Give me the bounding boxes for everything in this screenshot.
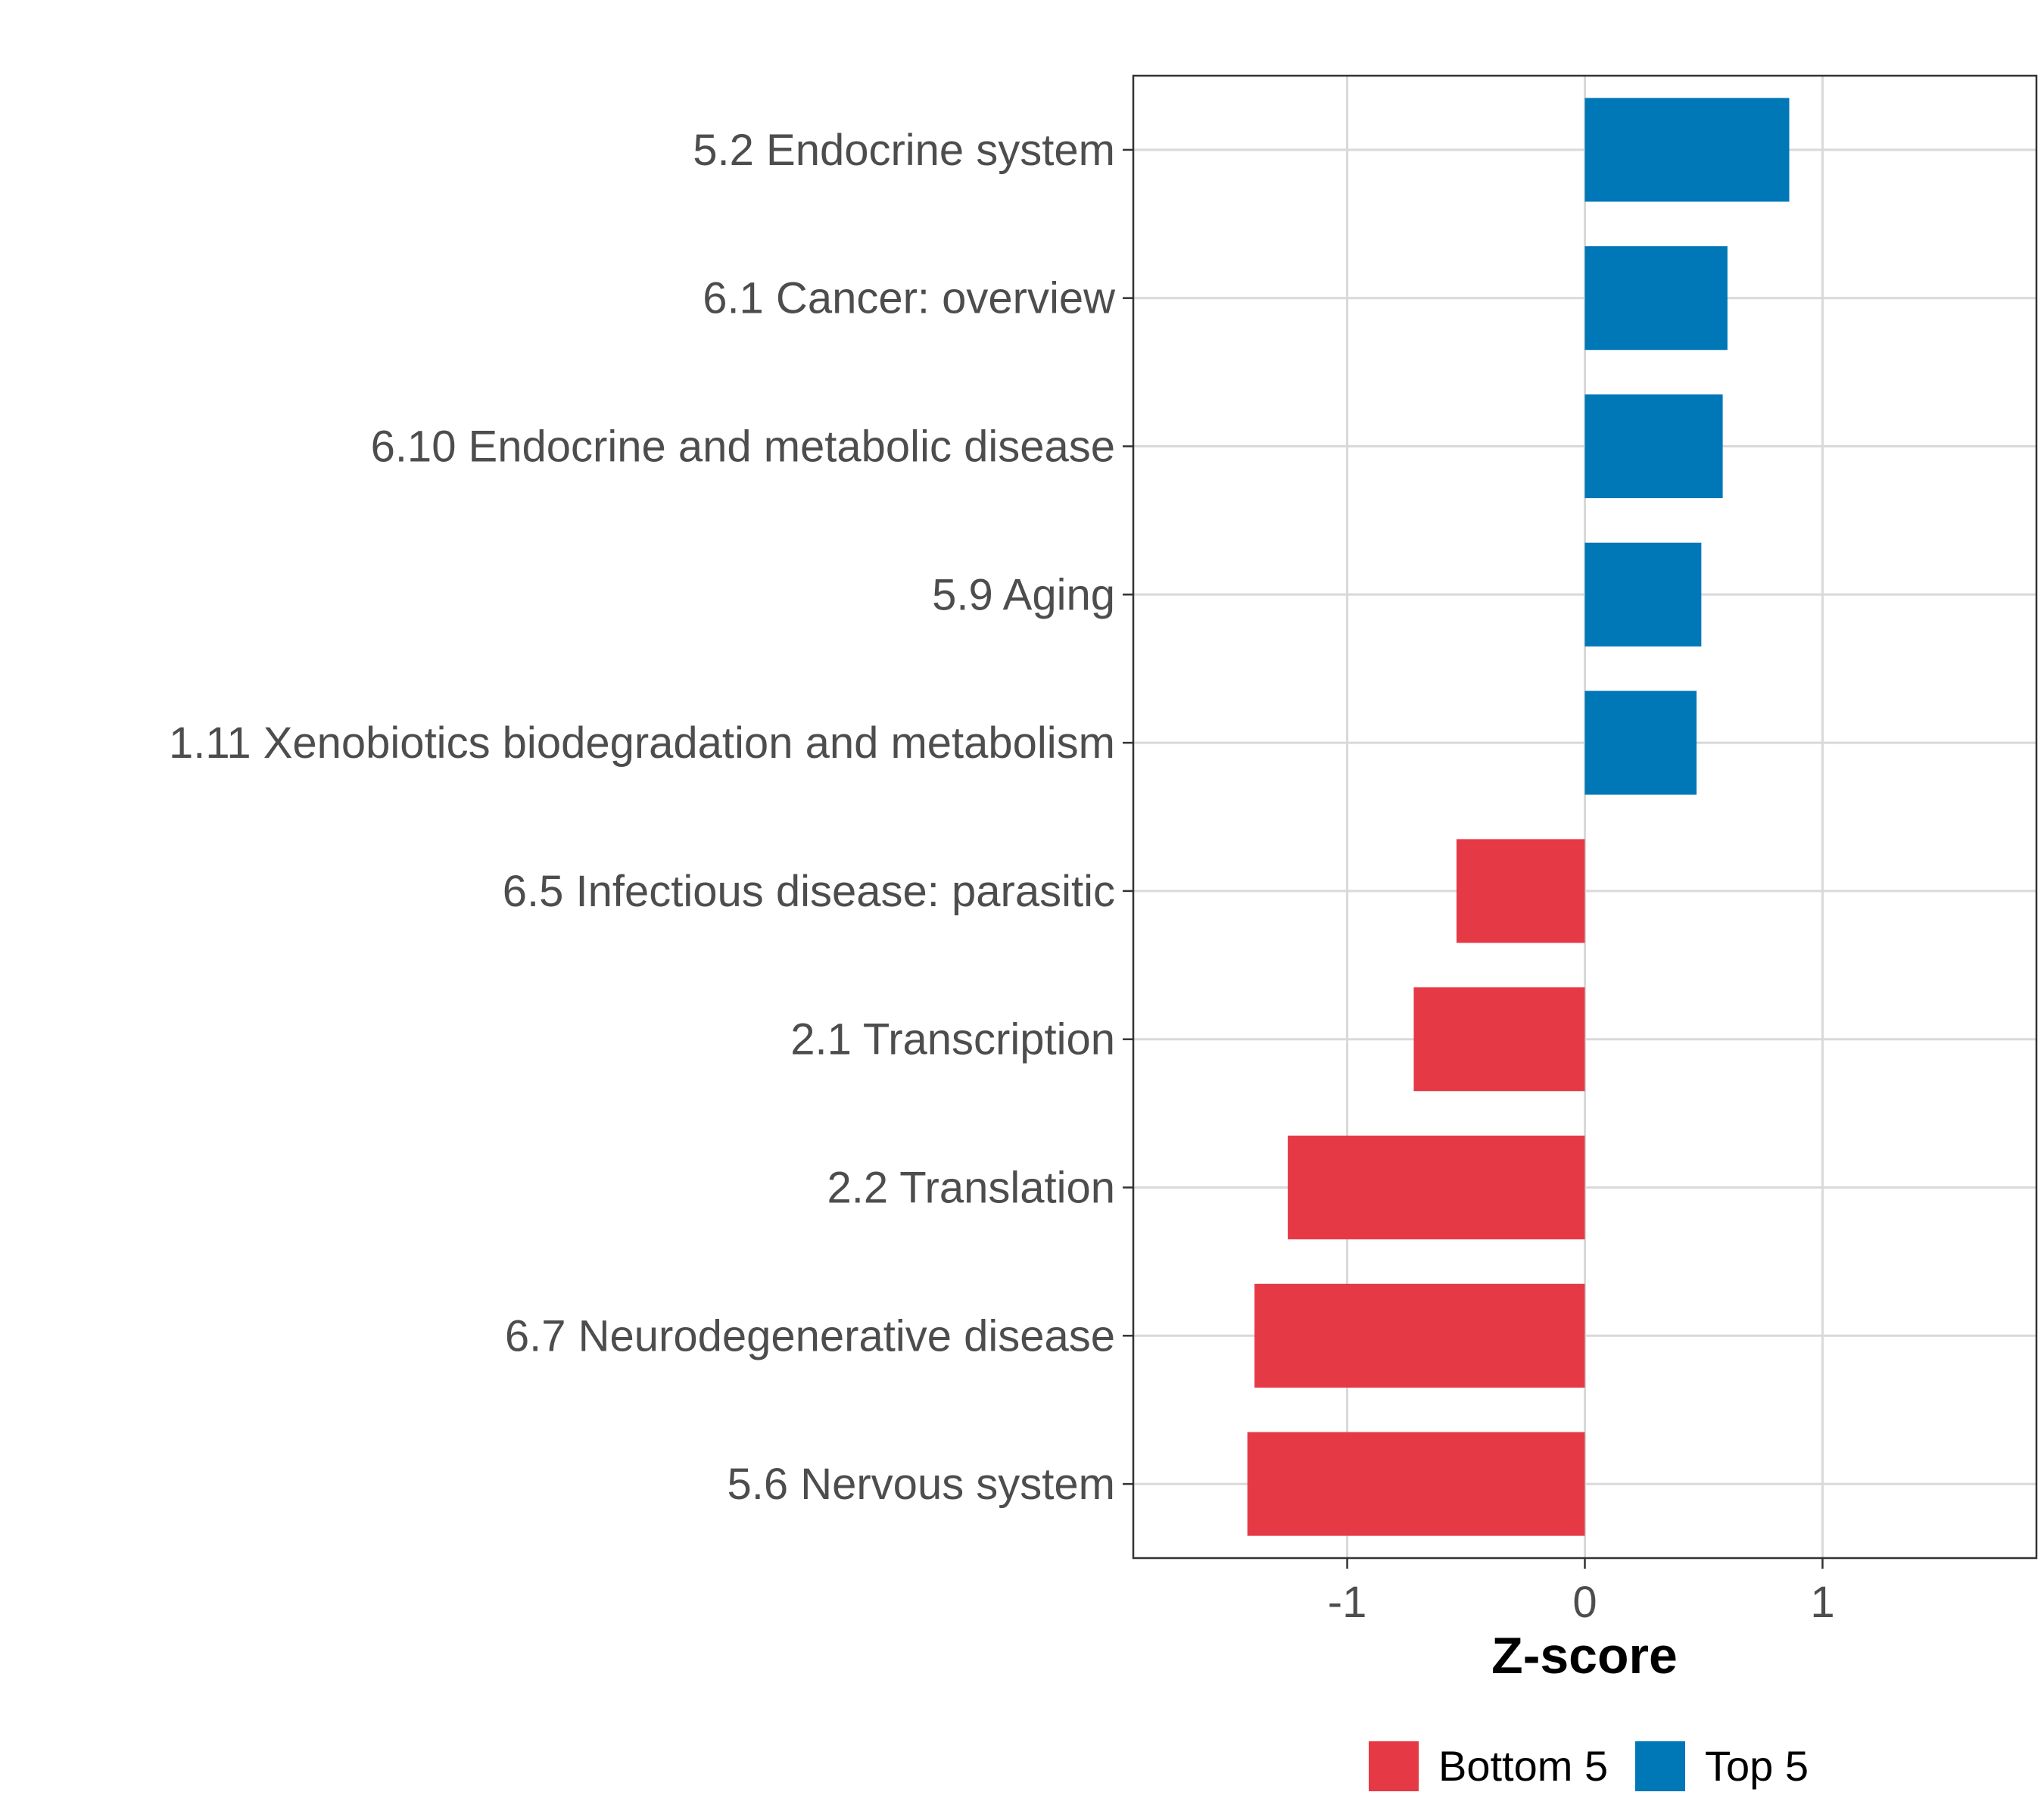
y-tick-label: 5.2 Endocrine system xyxy=(693,126,1115,175)
y-tick-label: 5.6 Nervous system xyxy=(727,1460,1115,1509)
bar xyxy=(1584,246,1728,351)
y-tick-label: 2.1 Transcription xyxy=(790,1015,1115,1064)
bar xyxy=(1247,1432,1585,1536)
bar xyxy=(1413,987,1585,1092)
legend-swatch-top5 xyxy=(1635,1741,1685,1791)
bar xyxy=(1584,98,1790,202)
y-tick-label: 6.7 Neurodegenerative disease xyxy=(505,1311,1115,1360)
legend: Bottom 5 Top 5 xyxy=(1369,1741,1809,1791)
y-tick-label: 2.2 Translation xyxy=(827,1164,1115,1213)
bars xyxy=(1247,98,1790,1536)
y-axis: 5.2 Endocrine system 6.1 Cancer: overview… xyxy=(169,126,1133,1509)
x-tick-label: 0 xyxy=(1572,1578,1597,1627)
bar xyxy=(1288,1135,1585,1240)
y-tick-label: 6.1 Cancer: overview xyxy=(703,274,1116,323)
bar xyxy=(1584,394,1723,499)
bar xyxy=(1456,839,1585,943)
x-tick-label: -1 xyxy=(1328,1578,1367,1627)
legend-label-top5: Top 5 xyxy=(1705,1742,1809,1790)
y-tick-label: 6.10 Endocrine and metabolic disease xyxy=(371,422,1115,472)
legend-label-bottom5: Bottom 5 xyxy=(1438,1742,1608,1790)
legend-swatch-bottom5 xyxy=(1369,1741,1419,1791)
x-axis-title: Z-score xyxy=(1491,1627,1678,1685)
y-tick-label: 6.5 Infectious disease: parasitic xyxy=(503,867,1115,916)
bar xyxy=(1584,690,1697,795)
bar xyxy=(1584,542,1702,647)
y-tick-label: 5.9 Aging xyxy=(932,570,1115,619)
x-tick-label: 1 xyxy=(1810,1578,1834,1627)
y-tick-label: 1.11 Xenobiotics biodegradation and meta… xyxy=(169,718,1115,768)
bar xyxy=(1254,1283,1585,1388)
x-axis: -1 0 1 xyxy=(1328,1558,1835,1627)
